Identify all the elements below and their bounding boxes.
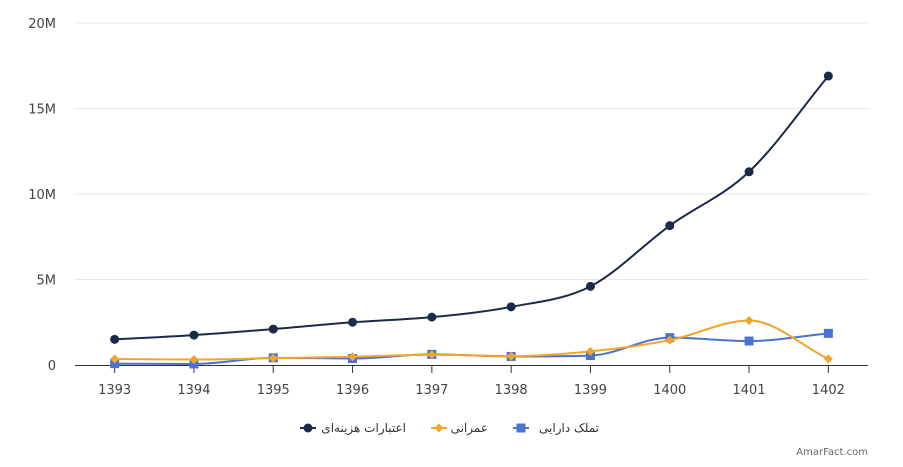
legend[interactable]: اعتبارات هزینه‌ای عمرانی تملک دارایی bbox=[300, 421, 599, 436]
data-point[interactable] bbox=[506, 302, 516, 312]
data-point[interactable] bbox=[110, 359, 120, 369]
y-tick-label: 15M bbox=[28, 103, 56, 118]
data-point[interactable] bbox=[427, 350, 437, 360]
x-tick-label: 1402 bbox=[812, 383, 845, 398]
data-point[interactable] bbox=[823, 354, 833, 364]
y-axis: 0 5M 10M 15M 20M bbox=[28, 17, 56, 374]
legend-item[interactable]: تملک دارایی bbox=[513, 421, 599, 436]
data-point[interactable] bbox=[268, 353, 278, 363]
data-point[interactable] bbox=[744, 336, 754, 346]
credit-text[interactable]: AmarFact.com bbox=[796, 447, 868, 458]
data-point[interactable] bbox=[744, 167, 754, 177]
x-tick-label: 1393 bbox=[98, 383, 131, 398]
data-point[interactable] bbox=[665, 221, 675, 231]
data-point[interactable] bbox=[585, 281, 595, 291]
data-point[interactable] bbox=[585, 346, 595, 356]
legend-item[interactable]: عمرانی bbox=[431, 421, 488, 436]
y-tick-label: 5M bbox=[37, 274, 57, 289]
legend-marker[interactable] bbox=[434, 423, 444, 433]
grid-lines bbox=[75, 22, 868, 280]
legend-item[interactable]: اعتبارات هزینه‌ای bbox=[300, 421, 406, 436]
x-tick-label: 1394 bbox=[177, 383, 210, 398]
series-diamond bbox=[110, 316, 833, 365]
x-tick-label: 1397 bbox=[415, 383, 448, 398]
x-axis: 1393 1394 1395 1396 1397 1398 1399 1400 1401 1402 bbox=[75, 365, 868, 398]
data-point[interactable] bbox=[823, 71, 833, 81]
data-point[interactable] bbox=[744, 316, 754, 326]
series-line bbox=[114, 319, 829, 361]
data-point[interactable] bbox=[110, 354, 120, 364]
data-point[interactable] bbox=[110, 334, 120, 344]
legend-label: عمرانی bbox=[451, 421, 488, 436]
data-point[interactable] bbox=[665, 335, 675, 345]
data-point[interactable] bbox=[268, 324, 278, 334]
x-tick-label: 1401 bbox=[733, 383, 766, 398]
legend-label: تملک دارایی bbox=[539, 421, 599, 436]
data-point[interactable] bbox=[823, 328, 833, 338]
legend-marker[interactable] bbox=[516, 423, 526, 433]
series-line bbox=[114, 75, 830, 341]
y-tick-label: 20M bbox=[28, 17, 56, 32]
legend-marker[interactable] bbox=[303, 423, 313, 433]
x-tick-label: 1400 bbox=[653, 383, 686, 398]
data-point[interactable] bbox=[189, 355, 199, 365]
y-tick-label: 10M bbox=[28, 188, 56, 203]
x-tick-label: 1399 bbox=[574, 383, 607, 398]
data-point[interactable] bbox=[348, 352, 358, 362]
series-circle bbox=[110, 71, 833, 344]
data-point[interactable] bbox=[189, 330, 199, 340]
data-point[interactable] bbox=[506, 351, 516, 361]
x-tick-label: 1396 bbox=[336, 383, 369, 398]
series-lines bbox=[110, 71, 833, 369]
data-point[interactable] bbox=[427, 312, 437, 322]
data-point[interactable] bbox=[348, 317, 358, 327]
y-tick-label: 0 bbox=[48, 359, 56, 374]
x-tick-label: 1395 bbox=[257, 383, 290, 398]
series-square bbox=[110, 328, 833, 369]
legend-label: اعتبارات هزینه‌ای bbox=[321, 421, 406, 436]
x-tick-label: 1398 bbox=[495, 383, 528, 398]
